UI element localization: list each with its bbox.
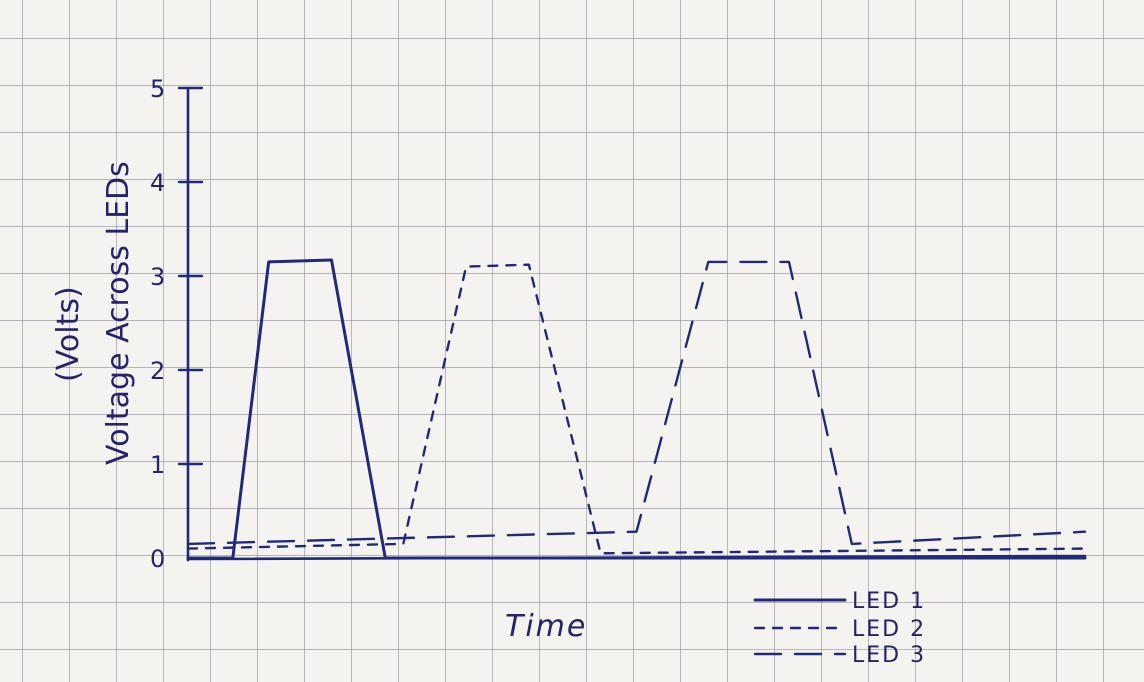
legend-label-led-2: LED 2: [852, 617, 926, 642]
y-axis-unit-label: (Volts): [51, 286, 86, 382]
y-tick-label-0: 0: [150, 545, 165, 573]
y-tick-label-4: 4: [150, 169, 165, 197]
legend-label-led-3: LED 3: [852, 643, 926, 668]
x-axis-label: Time: [505, 609, 587, 644]
series-lines: [186, 258, 1087, 560]
y-tick-label-2: 2: [150, 357, 165, 385]
series-line-led-2: [186, 263, 1087, 555]
series-line-led-1: [186, 258, 1087, 560]
legend-label-led-1: LED 1: [852, 589, 926, 614]
y-ticks: 0 1 2 3 4 5: [150, 75, 204, 573]
y-tick-label-5: 5: [150, 75, 165, 103]
y-tick-label-1: 1: [150, 451, 165, 479]
series-line-led-3: [186, 260, 1087, 546]
y-tick-label-3: 3: [150, 263, 165, 291]
y-axis-label: Voltage Across LEDs: [101, 161, 136, 465]
